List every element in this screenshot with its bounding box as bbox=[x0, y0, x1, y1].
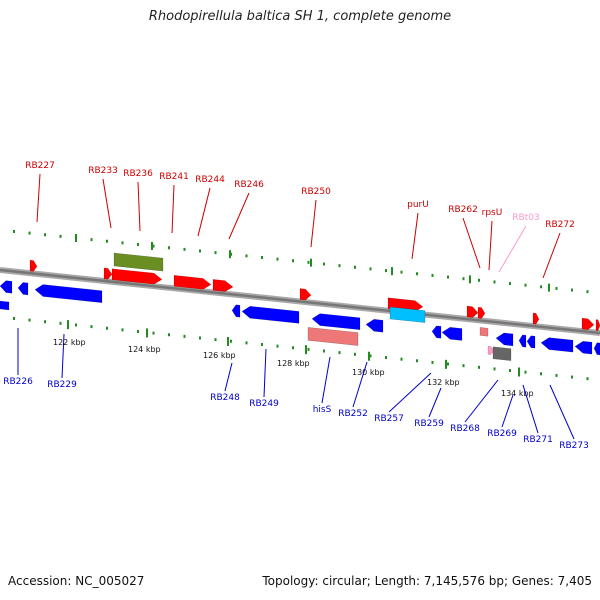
top-gene-label: RB236 bbox=[123, 169, 153, 179]
bottom-leader-line bbox=[61, 333, 65, 379]
bottom-gene-label: RB271 bbox=[523, 435, 553, 445]
bottom-gene-label: RB249 bbox=[249, 399, 279, 409]
reverse-gene-arrow bbox=[540, 337, 574, 353]
reverse-gene-arrow bbox=[431, 325, 442, 339]
top-gene-label: rpsU bbox=[482, 208, 503, 218]
bottom-leader-line bbox=[428, 387, 442, 418]
bottom-gene-label: hisS bbox=[313, 405, 332, 415]
forward-gene-arrow bbox=[103, 267, 113, 280]
reverse-gene-arrow bbox=[593, 342, 600, 356]
top-leader-line bbox=[102, 178, 112, 229]
top-leader-line bbox=[411, 212, 419, 260]
forward-gene-arrow bbox=[581, 317, 595, 330]
pink-feature bbox=[307, 327, 359, 346]
reverse-gene-arrow bbox=[526, 335, 536, 349]
scale-label: 130 kbp bbox=[352, 368, 385, 377]
top-leader-line bbox=[36, 173, 41, 223]
bottom-leader-line bbox=[388, 372, 432, 413]
top-leader-line bbox=[462, 217, 481, 269]
bottom-gene-label: RB273 bbox=[559, 441, 589, 451]
top-gene-label: purU bbox=[407, 200, 429, 210]
top-gene-label: RB233 bbox=[88, 166, 118, 176]
top-gene-label: RB262 bbox=[448, 205, 478, 215]
reverse-gene-arrow bbox=[17, 282, 29, 296]
forward-gene-arrow bbox=[173, 274, 212, 290]
top-leader-line bbox=[542, 232, 561, 279]
reverse-gene-arrow bbox=[0, 300, 10, 311]
grey-feature bbox=[492, 346, 512, 361]
scale-label: 122 kbp bbox=[53, 338, 86, 347]
top-leader-line bbox=[197, 187, 211, 237]
reverse-gene-arrow bbox=[231, 304, 241, 318]
top-leader-line bbox=[488, 220, 493, 271]
scale-label: 134 kbp bbox=[501, 389, 534, 398]
cyan-feature bbox=[389, 306, 426, 323]
forward-gene-arrow bbox=[29, 259, 38, 272]
reverse-gene-arrow bbox=[311, 313, 361, 331]
top-gene-label: RBt03 bbox=[512, 213, 539, 223]
top-leader-line bbox=[310, 199, 317, 248]
forward-gene-arrow bbox=[532, 312, 540, 325]
scale-label: 128 kbp bbox=[277, 359, 310, 368]
bottom-leader-line bbox=[464, 379, 499, 423]
bottom-leader-line bbox=[263, 348, 267, 398]
top-leader-line bbox=[498, 225, 527, 273]
top-gene-label: RB227 bbox=[25, 161, 55, 171]
trna-gene-arrow bbox=[487, 345, 495, 355]
bottom-gene-label: RB268 bbox=[450, 424, 480, 434]
scale-label: 126 kbp bbox=[203, 351, 236, 360]
accession-text: Accession: NC_005027 bbox=[8, 574, 145, 588]
top-leader-line bbox=[228, 192, 250, 240]
top-gene-label: RB250 bbox=[301, 187, 331, 197]
reverse-gene-arrow bbox=[241, 305, 300, 324]
bottom-leader-line bbox=[321, 356, 331, 404]
forward-gene-arrow bbox=[477, 306, 486, 319]
backbone-inner bbox=[0, 268, 600, 335]
top-gene-label: RB241 bbox=[159, 172, 189, 182]
reverse-gene-arrow bbox=[34, 284, 103, 303]
bottom-gene-label: RB248 bbox=[210, 393, 240, 403]
bottom-leader-line bbox=[549, 384, 575, 440]
top-leader-line bbox=[137, 181, 141, 232]
bottom-gene-label: RB269 bbox=[487, 429, 517, 439]
reverse-gene-arrow bbox=[495, 332, 514, 347]
forward-gene-arrow bbox=[595, 319, 600, 332]
bottom-leader-line bbox=[522, 384, 539, 434]
pink-feature bbox=[479, 327, 489, 337]
bottom-gene-label: RB257 bbox=[374, 414, 404, 424]
map-title: Rhodopirellula baltica SH 1, complete ge… bbox=[148, 9, 452, 24]
bottom-leader-line bbox=[352, 361, 368, 408]
bottom-leader-line bbox=[224, 362, 233, 392]
reverse-gene-arrow bbox=[518, 334, 527, 348]
forward-gene-arrow bbox=[466, 305, 479, 318]
bottom-gene-label: RB259 bbox=[414, 419, 444, 429]
bottom-gene-label: RB229 bbox=[47, 380, 77, 390]
top-leader-line bbox=[171, 184, 175, 234]
scale-label: 132 kbp bbox=[427, 378, 460, 387]
olive-feature bbox=[113, 252, 164, 272]
forward-gene-arrow bbox=[111, 268, 163, 285]
top-gene-label: RB272 bbox=[545, 220, 575, 230]
bottom-gene-label: RB252 bbox=[338, 409, 368, 419]
forward-gene-arrow bbox=[212, 279, 234, 292]
top-gene-label: RB244 bbox=[195, 175, 225, 185]
bottom-gene-label: RB226 bbox=[3, 377, 33, 387]
bottom-leader-line bbox=[501, 394, 514, 428]
reverse-gene-arrow bbox=[574, 340, 593, 355]
reverse-gene-arrow bbox=[441, 326, 463, 341]
reverse-gene-arrow bbox=[0, 280, 13, 294]
forward-gene-arrow bbox=[299, 288, 312, 301]
scale-label: 124 kbp bbox=[128, 345, 161, 354]
topology-text: Topology: circular; Length: 7,145,576 bp… bbox=[262, 574, 592, 588]
top-gene-label: RB246 bbox=[234, 180, 264, 190]
reverse-gene-arrow bbox=[365, 319, 384, 333]
